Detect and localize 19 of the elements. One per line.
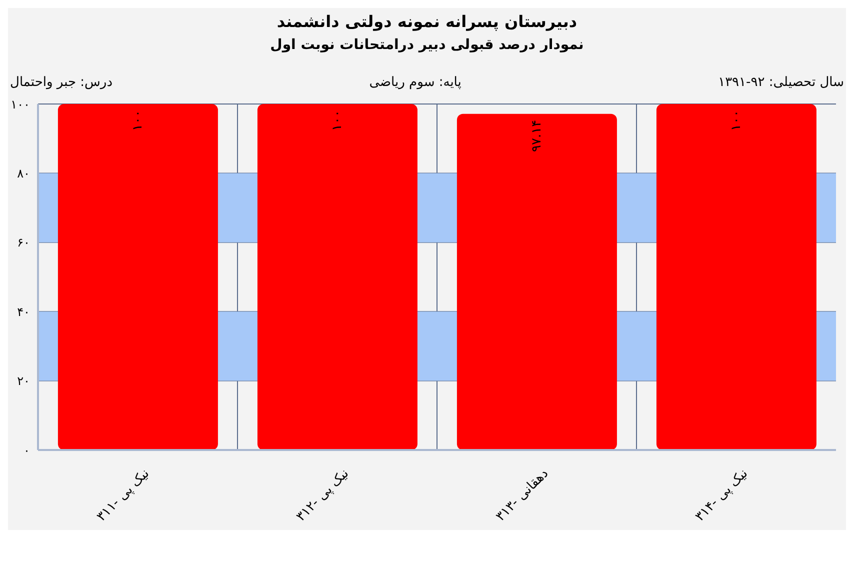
data-label: ۱۰۰ (728, 110, 744, 131)
y-tick-label: ۲۰ (17, 374, 30, 388)
y-tick-label: ۸۰ (17, 166, 30, 180)
y-tick-label: ۴۰ (17, 304, 30, 319)
text: پایه: سوم ریاضی (369, 75, 462, 90)
x-tick-label: نیک پی -۳۱۴ (692, 466, 752, 525)
x-tick-label: دهقانی -۳۱۳ (493, 466, 552, 525)
data-label: ۱۰۰ (130, 110, 146, 131)
text: سال تحصیلی: ۹۲-۱۳۹۱ (718, 75, 844, 90)
chart-subtitle: نمودار درصد قبولی دبیر درامتحانات نوبت اول (269, 37, 585, 53)
y-tick-label: ۰ (24, 443, 30, 458)
y-tick-label: ۶۰ (17, 236, 30, 250)
x-tick-label: نیک پی -۳۱۱ (94, 466, 153, 525)
x-tick-label: نیک پی -۳۱۲ (294, 466, 352, 525)
text: درس: جبر واحتمال (10, 75, 112, 90)
data-label: ۱۰۰ (330, 110, 345, 131)
y-tick-label: ۱۰۰ (10, 97, 30, 112)
data-label: ۹۷.۱۴ (529, 120, 544, 152)
chart-title: دبیرستان پسرانه نمونه دولتی دانشمند (276, 11, 578, 31)
